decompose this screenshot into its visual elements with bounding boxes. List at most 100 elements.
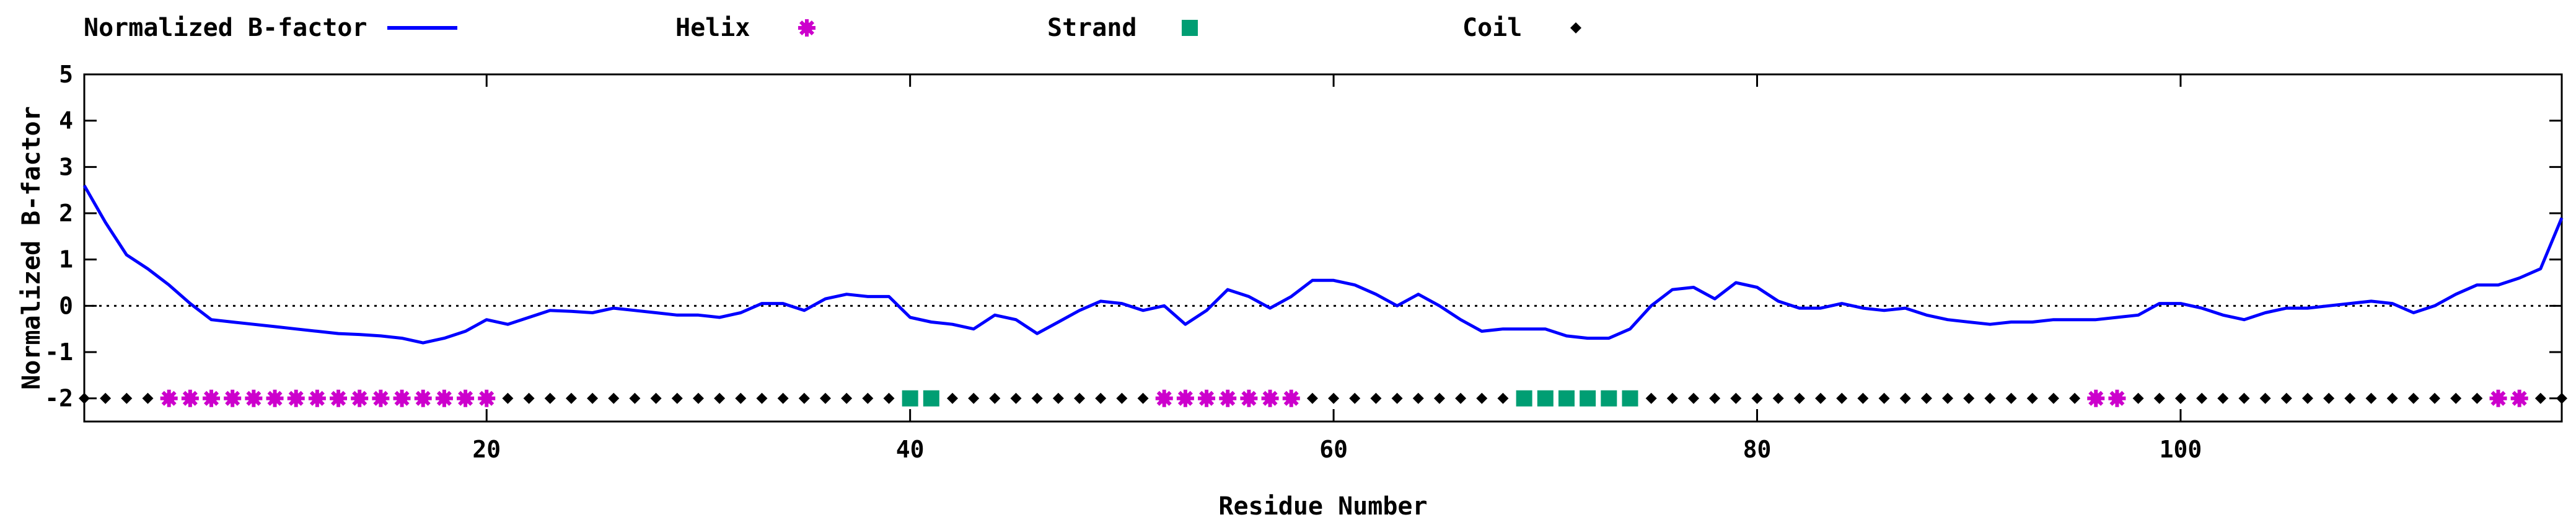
coil-marker [1751, 392, 1763, 404]
strand-marker [1558, 390, 1575, 407]
y-tick-label: -1 [45, 338, 73, 366]
helix-marker [435, 389, 453, 407]
coil-marker [1010, 392, 1022, 404]
legend: Normalized B-factor Helix Strand Coil [84, 14, 1581, 42]
coil-marker [121, 392, 133, 404]
helix-marker-core [2513, 392, 2525, 404]
helix-marker-core [1264, 392, 1276, 404]
coil-marker [2407, 392, 2419, 404]
coil-marker [2344, 392, 2356, 404]
coil-marker [2132, 392, 2144, 404]
coil-marker [2026, 392, 2038, 404]
secondary-structure-markers [79, 389, 2567, 407]
helix-marker-core [1201, 392, 1213, 404]
legend-label-strand: Strand [1047, 14, 1137, 42]
helix-marker-core [801, 22, 812, 33]
helix-marker [2510, 389, 2528, 407]
helix-marker [1282, 389, 1300, 407]
helix-marker-core [1285, 392, 1297, 404]
coil-marker [714, 392, 726, 404]
coil-marker [2259, 392, 2271, 404]
helix-marker [457, 389, 475, 407]
legend-swatch-strand [1182, 20, 1198, 36]
coil-marker [1836, 392, 1848, 404]
coil-marker [523, 392, 535, 404]
helix-marker [1155, 389, 1173, 407]
coil-marker [608, 392, 620, 404]
coil-marker [2238, 392, 2250, 404]
coil-marker [1370, 392, 1382, 404]
coil-marker [502, 392, 514, 404]
coil-marker [142, 392, 154, 404]
coil-marker [1031, 392, 1043, 404]
coil-legend-marker [1570, 22, 1581, 33]
helix-marker [287, 389, 305, 407]
coil-marker [1052, 392, 1064, 404]
coil-marker [2069, 392, 2081, 404]
coil-marker [2450, 392, 2462, 404]
coil-marker [1878, 392, 1890, 404]
helix-marker-core [396, 392, 408, 404]
helix-marker-core [375, 392, 387, 404]
coil-marker [565, 392, 577, 404]
helix-marker [308, 389, 326, 407]
coil-marker [2471, 392, 2483, 404]
coil-marker [947, 392, 959, 404]
coil-marker [2386, 392, 2398, 404]
coil-marker [2323, 392, 2335, 404]
helix-marker [1176, 389, 1194, 407]
helix-marker-core [311, 392, 323, 404]
helix-marker [1219, 389, 1237, 407]
helix-marker-core [2492, 392, 2504, 404]
coil-marker [1984, 392, 1996, 404]
y-axis-label: Normalized B-factor [17, 106, 46, 390]
legend-swatch-coil [1570, 22, 1581, 33]
helix-marker-core [481, 392, 493, 404]
coil-marker [1709, 392, 1721, 404]
helix-marker-core [438, 392, 450, 404]
x-tick-label: 20 [472, 436, 501, 463]
coil-marker [1857, 392, 1869, 404]
coil-marker [1942, 392, 1954, 404]
helix-marker [266, 389, 284, 407]
helix-marker [245, 389, 263, 407]
helix-marker-core [248, 392, 260, 404]
coil-marker [1455, 392, 1467, 404]
coil-marker [1137, 392, 1149, 404]
coil-marker [989, 392, 1001, 404]
coil-marker [1772, 392, 1784, 404]
helix-marker [414, 389, 432, 407]
coil-marker [862, 392, 874, 404]
coil-marker [798, 392, 810, 404]
helix-marker-core [1243, 392, 1255, 404]
coil-marker [735, 392, 747, 404]
helix-marker [1240, 389, 1258, 407]
x-tick-label: 40 [896, 436, 925, 463]
helix-marker-core [163, 392, 175, 404]
helix-marker [372, 389, 390, 407]
helix-marker-core [333, 392, 345, 404]
y-tick-label: 0 [59, 292, 73, 319]
helix-marker-core [460, 392, 472, 404]
coil-marker [1920, 392, 1932, 404]
coil-marker [1349, 392, 1361, 404]
helix-marker [203, 389, 221, 407]
helix-marker [2108, 389, 2126, 407]
helix-marker [478, 389, 496, 407]
coil-marker [2534, 392, 2546, 404]
coil-marker [756, 392, 768, 404]
coil-marker [2174, 392, 2186, 404]
helix-marker [2087, 389, 2105, 407]
helix-marker-core [1222, 392, 1234, 404]
axis-ticks: -2 -1 0 1 2 3 4 5 20 40 60 80 100 [45, 61, 2562, 463]
helix-marker [224, 389, 242, 407]
legend-label-coil: Coil [1462, 14, 1522, 42]
helix-marker-core [1158, 392, 1170, 404]
bfactor-line [82, 184, 2564, 345]
coil-marker [1074, 392, 1086, 404]
helix-marker [393, 389, 411, 407]
coil-marker [1963, 392, 1975, 404]
coil-marker [1328, 392, 1340, 404]
strand-marker [1516, 390, 1532, 407]
